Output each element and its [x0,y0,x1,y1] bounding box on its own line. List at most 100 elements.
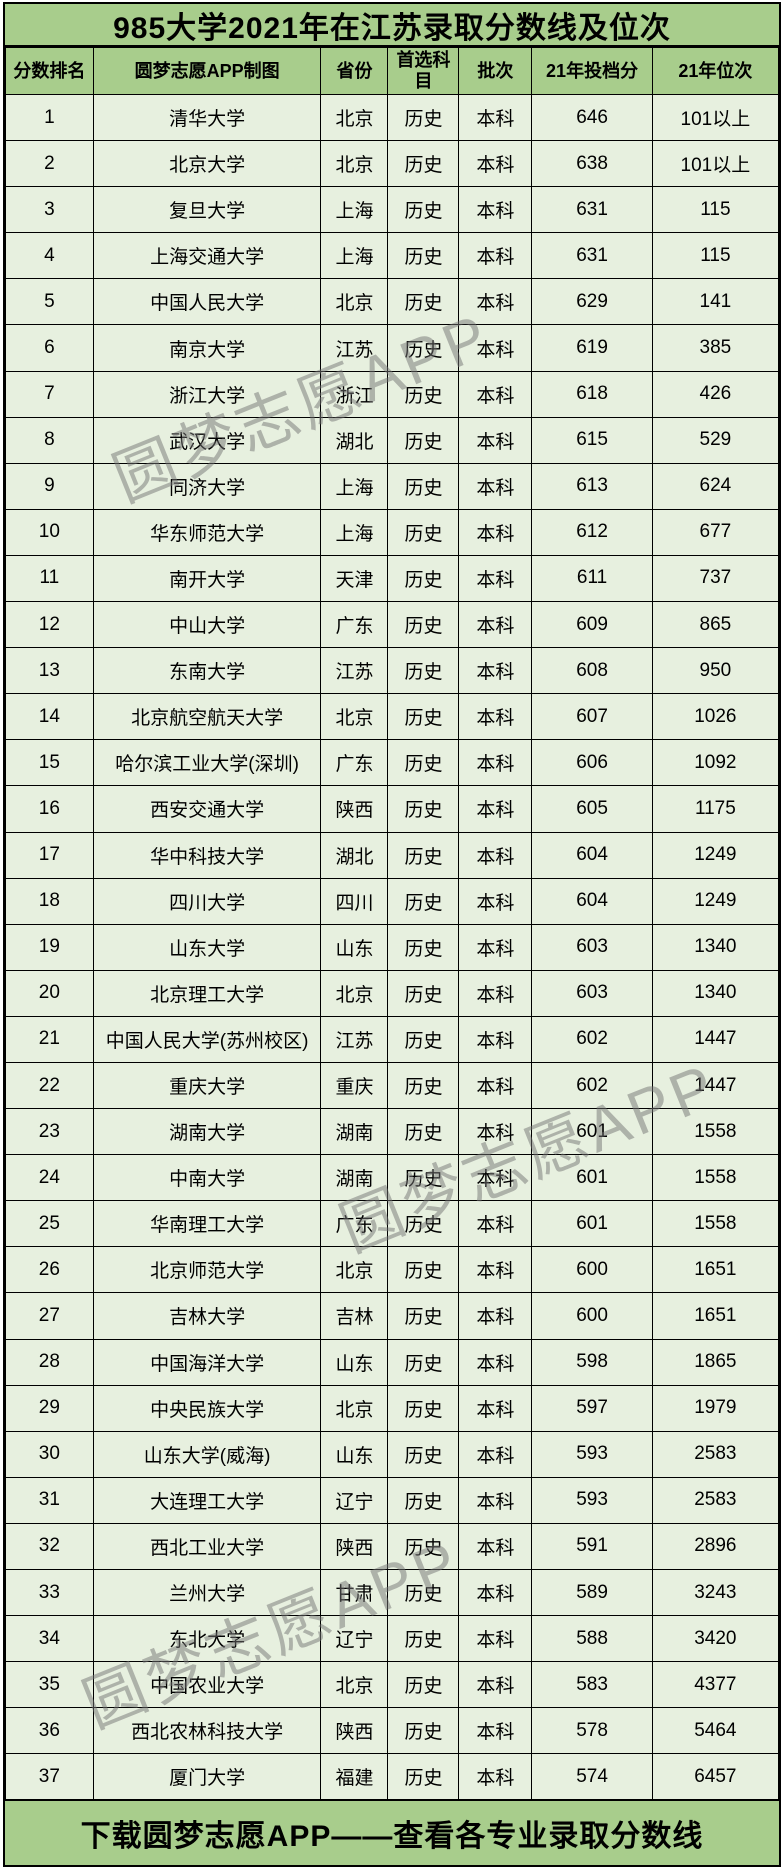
cell-province: 吉林 [320,1292,389,1340]
table-row: 26 北京师范大学 北京 历史 本科 600 1651 [5,1246,780,1294]
cell-batch: 本科 [458,1568,533,1617]
table-row: 25 华南理工大学 广东 历史 本科 601 1558 [5,1200,780,1248]
cell-batch: 本科 [458,1108,533,1156]
cell-score: 583 [531,1661,653,1709]
cell-subject: 历史 [387,140,460,188]
cell-rank: 4 [5,232,94,280]
cell-university: 东南大学 [92,647,322,695]
cell-batch: 本科 [458,693,533,741]
cell-university: 东北大学 [92,1615,322,1663]
cell-position: 1175 [651,785,780,833]
table-row: 6 南京大学 江苏 历史 本科 619 385 [5,324,780,372]
cell-rank: 3 [5,186,94,234]
table-row: 34 东北大学 辽宁 历史 本科 588 3420 [5,1615,780,1663]
table-row: 14 北京航空航天大学 北京 历史 本科 607 1026 [5,693,780,741]
cell-rank: 13 [5,647,94,695]
table-row: 5 中国人民大学 北京 历史 本科 629 141 [5,278,780,326]
cell-rank: 10 [5,508,94,556]
cell-position: 2583 [651,1430,780,1478]
cell-subject: 历史 [387,877,460,925]
cell-province: 福建 [320,1753,389,1801]
cell-rank: 1 [5,93,94,142]
cell-rank: 12 [5,601,94,649]
cell-university: 中央民族大学 [92,1384,322,1432]
cell-province: 北京 [320,278,389,326]
cell-batch: 本科 [458,1292,533,1340]
cell-university: 清华大学 [92,93,322,142]
table-row: 33 兰州大学 甘肃 历史 本科 589 3243 [5,1568,780,1617]
cell-position: 2583 [651,1476,780,1524]
cell-province: 北京 [320,969,389,1017]
cell-position: 3420 [651,1615,780,1663]
cell-subject: 历史 [387,554,460,603]
cell-score: 602 [531,1015,653,1063]
cell-position: 1865 [651,1338,780,1386]
table-row: 3 复旦大学 上海 历史 本科 631 115 [5,186,780,234]
cell-batch: 本科 [458,416,533,464]
cell-subject: 历史 [387,1568,460,1617]
cell-province: 广东 [320,601,389,649]
cell-batch: 本科 [458,1061,533,1110]
cell-university: 湖南大学 [92,1108,322,1156]
table-row: 28 中国海洋大学 山东 历史 本科 598 1865 [5,1338,780,1386]
table-row: 1 清华大学 北京 历史 本科 646 101以上 [5,93,780,142]
cell-province: 山东 [320,1338,389,1386]
cell-batch: 本科 [458,93,533,142]
table-row: 36 西北农林科技大学 陕西 历史 本科 578 5464 [5,1707,780,1755]
cell-position: 1558 [651,1108,780,1156]
cell-batch: 本科 [458,508,533,556]
table-row: 7 浙江大学 浙江 历史 本科 618 426 [5,370,780,418]
cell-university: 华东师范大学 [92,508,322,556]
cell-score: 598 [531,1338,653,1386]
cell-position: 385 [651,324,780,372]
cell-rank: 27 [5,1292,94,1340]
cell-batch: 本科 [458,232,533,280]
cell-subject: 历史 [387,1108,460,1156]
cell-subject: 历史 [387,1338,460,1386]
cell-subject: 历史 [387,1753,460,1801]
cell-position: 1092 [651,739,780,787]
cell-score: 601 [531,1154,653,1202]
cell-province: 山东 [320,1430,389,1478]
cell-university: 西北工业大学 [92,1522,322,1571]
table-row: 20 北京理工大学 北京 历史 本科 603 1340 [5,969,780,1017]
cell-province: 北京 [320,1384,389,1432]
cell-batch: 本科 [458,1384,533,1432]
cell-subject: 历史 [387,923,460,971]
cell-province: 江苏 [320,647,389,695]
cell-rank: 34 [5,1615,94,1663]
cell-batch: 本科 [458,1430,533,1478]
cell-university: 哈尔滨工业大学(深圳) [92,739,322,787]
cell-subject: 历史 [387,1200,460,1248]
cell-score: 611 [531,554,653,603]
cell-subject: 历史 [387,1707,460,1755]
cell-score: 591 [531,1522,653,1571]
cell-rank: 6 [5,324,94,372]
cell-rank: 35 [5,1661,94,1709]
cell-rank: 30 [5,1430,94,1478]
cell-subject: 历史 [387,416,460,464]
cell-province: 上海 [320,186,389,234]
cell-position: 950 [651,647,780,695]
cell-province: 四川 [320,877,389,925]
cell-province: 北京 [320,93,389,142]
cell-batch: 本科 [458,785,533,833]
cell-rank: 5 [5,278,94,326]
cell-rank: 16 [5,785,94,833]
header-university: 圆梦志愿APP制图 [92,47,322,95]
cell-batch: 本科 [458,923,533,971]
cell-score: 631 [531,232,653,280]
cell-score: 601 [531,1108,653,1156]
cell-batch: 本科 [458,1200,533,1248]
cell-batch: 本科 [458,1015,533,1063]
cell-province: 天津 [320,554,389,603]
cell-subject: 历史 [387,647,460,695]
cell-position: 1026 [651,693,780,741]
cell-university: 华南理工大学 [92,1200,322,1248]
cell-subject: 历史 [387,1384,460,1432]
cell-score: 574 [531,1753,653,1801]
cell-score: 607 [531,693,653,741]
cell-university: 复旦大学 [92,186,322,234]
cell-position: 865 [651,601,780,649]
cell-score: 613 [531,462,653,510]
